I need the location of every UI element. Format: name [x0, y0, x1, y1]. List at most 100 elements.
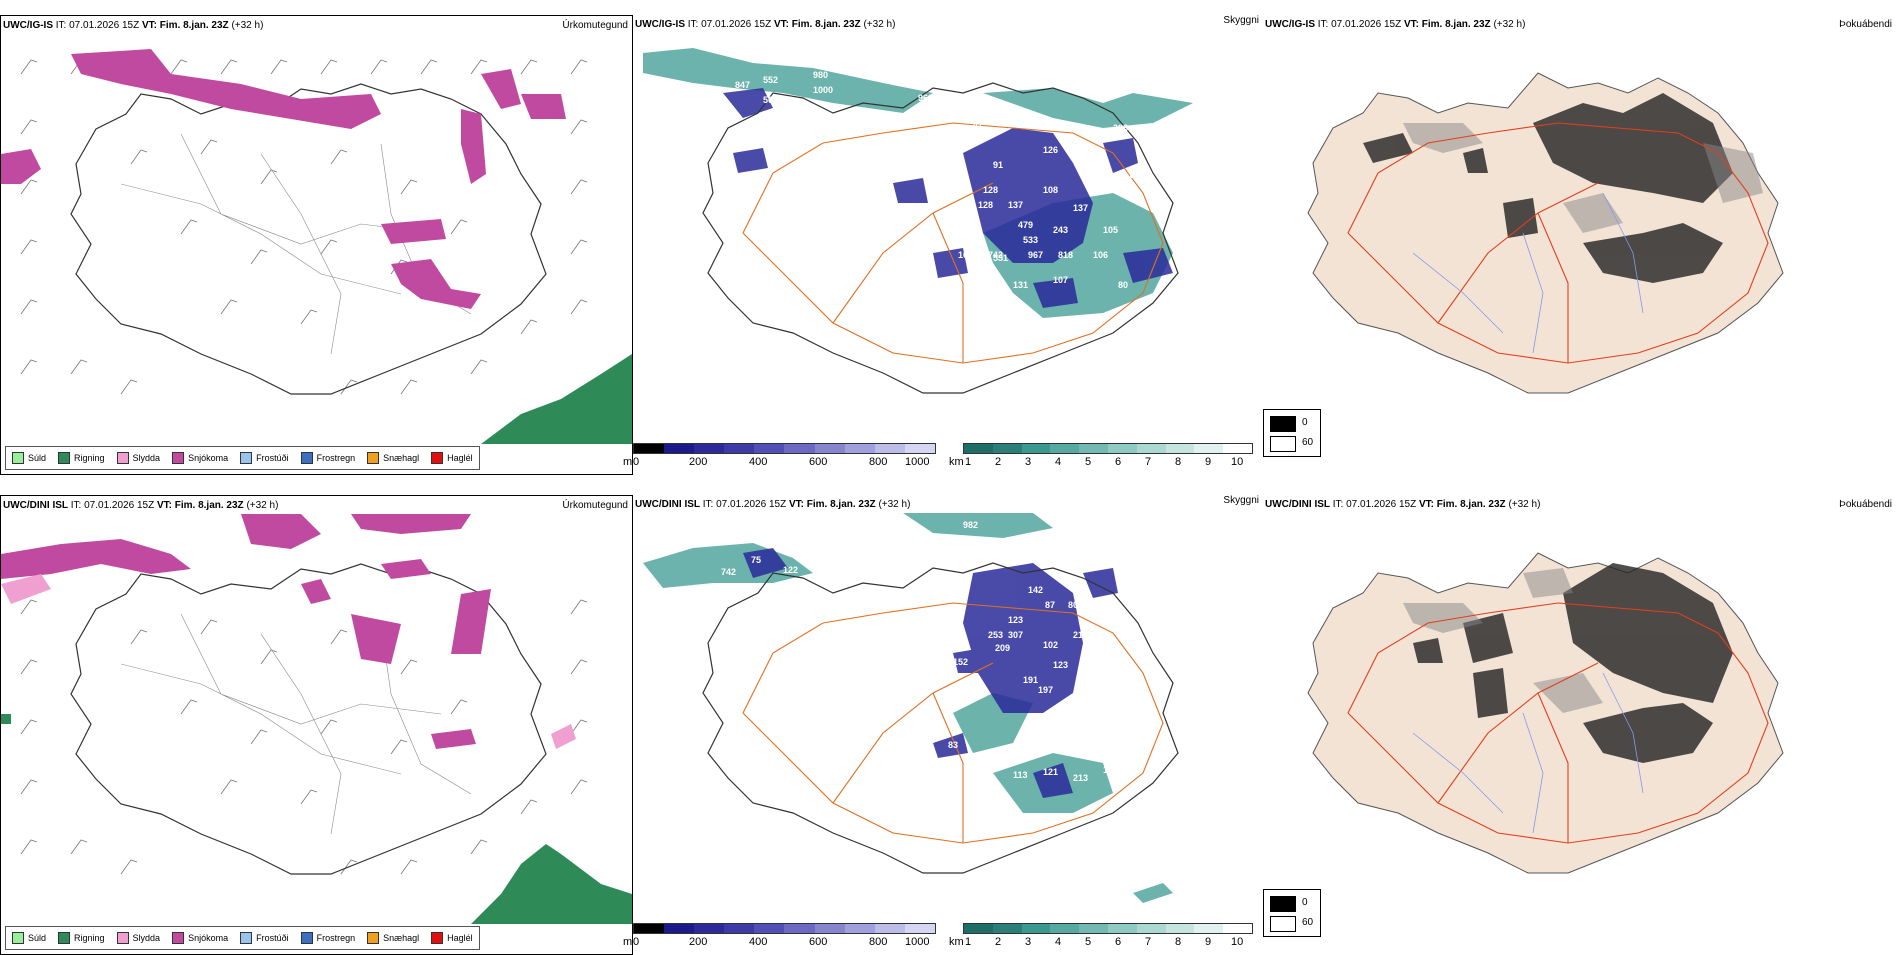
legend-item: Haglél [431, 932, 473, 944]
rain-areas [1, 714, 632, 924]
iceland-land [1307, 552, 1784, 874]
interior-lines [120, 133, 472, 355]
legend-item: Rigning [58, 932, 105, 944]
valid-time: Fim. 8.jan. 23Z [159, 20, 229, 31]
panel-header: UWC/DINI ISL IT: 07.01.2026 15Z VT: Fim.… [635, 499, 911, 510]
panel-header: UWC/IG-IS IT: 07.01.2026 15Z VT: Fim. 8.… [3, 20, 263, 31]
legend-item: Frostúði [240, 932, 289, 944]
legend-item: Súld [12, 452, 46, 464]
legend-item: Snjókoma [172, 932, 228, 944]
svg-text:135: 135 [1103, 765, 1118, 775]
svg-text:479: 479 [1018, 220, 1033, 230]
swatch-sudl [12, 452, 24, 464]
visibility-unit: km [949, 456, 964, 468]
sleet-areas [1, 574, 576, 749]
svg-text:123: 123 [1008, 615, 1023, 625]
svg-text:121: 121 [1043, 767, 1058, 777]
svg-text:742: 742 [988, 250, 1003, 260]
legend-item: Slydda [116, 932, 160, 944]
svg-text:742: 742 [721, 567, 736, 577]
svg-text:1000: 1000 [813, 85, 833, 95]
iceland-outline [702, 82, 1179, 394]
lead-time: (+32 h) [231, 20, 264, 31]
svg-text:253: 253 [988, 630, 1003, 640]
svg-text:76: 76 [783, 95, 793, 105]
fog-legend: 0 60 [1263, 409, 1321, 457]
ceiling-colorbar: m 0 200 400 600 800 1000 [623, 443, 936, 471]
precip-type-panel-top: UWC/IG-IS IT: 07.01.2026 15Z VT: Fim. 8.… [0, 15, 633, 475]
model-name: UWC/IG-IS [3, 20, 53, 31]
snow-areas [1, 514, 491, 749]
panel-title: Úrkomutegund [562, 500, 628, 511]
svg-text:215: 215 [1073, 630, 1088, 640]
svg-text:552: 552 [763, 75, 778, 85]
svg-text:388: 388 [1113, 123, 1128, 133]
swatch-rigning [58, 452, 71, 464]
fog-dark [1363, 93, 1733, 283]
top-row: UWC/IG-IS IT: 07.01.2026 15Z VT: Fim. 8.… [0, 15, 1900, 475]
fog-panel-bottom: UWC/DINI ISL IT: 07.01.2026 15Z VT: Fim.… [1263, 495, 1900, 955]
svg-text:213: 213 [1073, 773, 1088, 783]
valid-time: Fim. 8.jan. 23Z [174, 500, 244, 511]
wind-barbs [20, 599, 588, 875]
svg-text:131: 131 [1013, 280, 1028, 290]
svg-text:123: 123 [1053, 660, 1068, 670]
panel-title: Þokuábendi [1839, 19, 1892, 30]
swatch-haglel [431, 452, 444, 464]
visibility-map: 552 980 1000 960 847 506 76 176 388 47 1… [643, 48, 1193, 394]
svg-text:80: 80 [1068, 600, 1078, 610]
svg-text:175: 175 [1083, 680, 1098, 690]
svg-text:128: 128 [983, 185, 998, 195]
cloud-labels: 552 980 1000 960 847 506 76 176 388 47 1… [735, 70, 1143, 290]
svg-text:10: 10 [958, 250, 968, 260]
svg-text:191: 191 [1023, 675, 1038, 685]
bottom-row: UWC/DINI ISL IT: 07.01.2026 15Z VT: Fim.… [0, 495, 1900, 955]
ceiling-unit: m [623, 456, 633, 468]
svg-text:531: 531 [993, 253, 1008, 263]
svg-text:967: 967 [1028, 250, 1043, 260]
legend-item: Rigning [58, 452, 105, 464]
cloud-labels: 982 742 75 122 142 76 87 80 131 123 253 … [721, 520, 1118, 783]
panel-header: UWC/DINI ISL IT: 07.01.2026 15Z VT: Fim.… [1265, 499, 1541, 510]
svg-text:80: 80 [1118, 280, 1128, 290]
swatch-frostudi [240, 452, 253, 464]
svg-text:847: 847 [735, 80, 750, 90]
interior-lines [120, 613, 472, 835]
roads [1347, 602, 1769, 844]
svg-text:960: 960 [918, 93, 933, 103]
legend-item: Snjókoma [172, 452, 228, 464]
svg-text:626: 626 [1093, 155, 1108, 165]
precip-map [1, 49, 632, 444]
fog-map [1307, 552, 1784, 874]
svg-text:197: 197 [1038, 685, 1053, 695]
it-label: IT: [55, 20, 67, 31]
legend-item: Súld [12, 932, 46, 944]
legend-item: Slydda [116, 452, 160, 464]
legend-item: Haglél [431, 452, 473, 464]
svg-text:176: 176 [1083, 130, 1098, 140]
legend-item: Snæhagl [367, 932, 419, 944]
svg-text:76: 76 [1058, 575, 1068, 585]
panel-title: Þokuábendi [1839, 499, 1892, 510]
panel-header: UWC/IG-IS IT: 07.01.2026 15Z VT: Fim. 8.… [1265, 19, 1526, 30]
visibility-colorbar: km 1 2 3 4 5 6 7 8 9 10 [949, 923, 1253, 951]
precip-type-panel-bottom: UWC/DINI ISL IT: 07.01.2026 15Z VT: Fim.… [0, 495, 633, 955]
rivers [1412, 192, 1644, 354]
snow-areas [1, 49, 566, 309]
init-time: 07.01.2026 15Z [84, 500, 155, 511]
svg-text:506: 506 [763, 95, 778, 105]
svg-text:122: 122 [783, 565, 798, 575]
roads [742, 602, 1164, 844]
dark-cloud [743, 548, 1118, 798]
dark-cloud [723, 88, 1173, 308]
visibility-panel-top: UWC/IG-IS IT: 07.01.2026 15Z VT: Fim. 8.… [623, 15, 1263, 475]
swatch-snaehagl [367, 452, 380, 464]
svg-text:108: 108 [1043, 185, 1058, 195]
legend-item: Frostregn [300, 452, 355, 464]
panel-title: Skyggni [1223, 15, 1259, 26]
panel-header: UWC/DINI ISL IT: 07.01.2026 15Z VT: Fim.… [3, 500, 279, 511]
rain-areas [481, 354, 632, 444]
svg-text:102: 102 [1043, 640, 1058, 650]
svg-text:83: 83 [948, 740, 958, 750]
svg-text:126: 126 [1043, 145, 1058, 155]
